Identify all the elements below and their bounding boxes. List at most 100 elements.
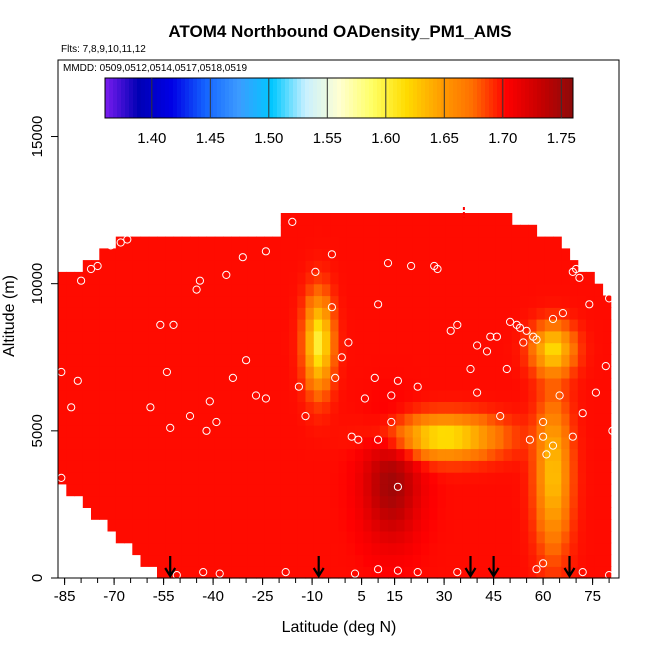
observation-point	[360, 394, 369, 403]
heatmap-cell	[322, 342, 331, 355]
heatmap-cell	[330, 283, 340, 297]
observation-point	[605, 294, 614, 303]
heatmap-cell	[181, 566, 191, 579]
heatmap-cell	[363, 460, 373, 473]
heatmap-cell	[247, 401, 257, 414]
heatmap-cell	[404, 530, 414, 544]
heatmap-cell	[487, 448, 496, 461]
heatmap-cell	[421, 342, 430, 355]
heatmap-cell	[272, 460, 282, 473]
heatmap-cell	[520, 507, 529, 520]
heatmap-cell	[421, 472, 430, 485]
heatmap-cell	[363, 495, 373, 508]
observation-point	[327, 303, 336, 312]
heatmap-cell	[577, 413, 587, 426]
heatmap-cell	[115, 354, 125, 367]
heatmap-cell	[355, 224, 364, 238]
heatmap-cell	[462, 236, 472, 249]
heatmap-cell	[289, 495, 298, 508]
heatmap-cell	[355, 319, 364, 332]
heatmap-cell	[355, 342, 364, 355]
heatmap-cell	[388, 224, 397, 238]
heatmap-cell	[190, 236, 199, 249]
heatmap-cell	[577, 530, 587, 544]
heatmap-cell	[124, 483, 133, 497]
heatmap-cell	[74, 366, 84, 379]
heatmap-cell	[355, 472, 364, 485]
heatmap-cell	[330, 566, 340, 579]
heatmap-cell	[445, 448, 455, 461]
heatmap-cell	[363, 295, 373, 308]
heatmap-cell	[371, 354, 381, 367]
heatmap-cell	[553, 566, 562, 579]
heatmap-cell	[140, 401, 150, 414]
heatmap-cell	[404, 460, 414, 473]
heatmap-cell	[91, 448, 100, 461]
heatmap-cell	[454, 271, 463, 285]
heatmap-cell	[404, 271, 414, 285]
heatmap-cell	[140, 377, 150, 391]
heatmap-cell	[462, 271, 472, 285]
heatmap-cell	[454, 448, 463, 461]
heatmap-cell	[528, 472, 538, 485]
observation-point	[195, 276, 204, 285]
heatmap-cell	[511, 319, 521, 332]
heatmap-cell	[231, 460, 241, 473]
heatmap-cell	[412, 542, 422, 556]
heatmap-cell	[561, 495, 571, 508]
heatmap-cell	[445, 271, 455, 285]
colorbar-swatch	[541, 78, 546, 118]
heatmap-cell	[231, 425, 241, 438]
heatmap-cell	[520, 342, 529, 355]
heatmap-cell	[404, 354, 414, 367]
heatmap-cell	[478, 460, 488, 473]
heatmap-cell	[206, 354, 216, 367]
heatmap-cell	[165, 507, 175, 520]
heatmap-cell	[520, 554, 529, 567]
heatmap-cell	[181, 483, 191, 497]
heatmap-cell	[66, 413, 76, 426]
colorbar-swatch	[129, 78, 134, 118]
heatmap-cell	[445, 460, 455, 473]
heatmap-cell	[487, 283, 496, 297]
heatmap-cell	[355, 401, 364, 414]
heatmap-cell	[272, 495, 282, 508]
heatmap-cell	[198, 530, 208, 544]
heatmap-cell	[371, 307, 381, 320]
heatmap-cell	[231, 283, 241, 297]
heatmap-cell	[404, 377, 414, 391]
heatmap-cell	[289, 542, 298, 556]
heatmap-cell	[503, 542, 513, 556]
heatmap-cell	[346, 342, 356, 355]
heatmap-cell	[91, 354, 100, 367]
heatmap-cell	[322, 224, 331, 238]
heatmap-cell	[470, 366, 480, 379]
heatmap-cell	[346, 507, 356, 520]
heatmap-cell	[181, 519, 191, 532]
heatmap-cell	[511, 354, 521, 367]
heatmap-cell	[280, 330, 290, 344]
heatmap-cell	[462, 507, 472, 520]
heatmap-cell	[132, 330, 142, 344]
chart-title: ATOM4 Northbound OADensity_PM1_AMS	[168, 22, 511, 41]
heatmap-cell	[511, 248, 521, 261]
heatmap-cell	[520, 436, 529, 450]
heatmap-cell	[388, 483, 397, 497]
heatmap-cell	[289, 507, 298, 520]
heatmap-cell	[322, 401, 331, 414]
y-tick-label: 0	[29, 574, 46, 582]
heatmap-cell	[247, 566, 257, 579]
heatmap-cell	[256, 330, 265, 344]
heatmap-cell	[577, 425, 587, 438]
heatmap-cell	[206, 366, 216, 379]
heatmap-cell	[503, 213, 513, 226]
heatmap-cell	[503, 483, 513, 497]
heatmap-cell	[124, 436, 133, 450]
heatmap-cell	[528, 554, 538, 567]
heatmap-cell	[396, 295, 406, 308]
observation-point	[522, 326, 531, 335]
heatmap-cell	[239, 401, 249, 414]
observation-point	[486, 332, 495, 341]
heatmap-cell	[544, 330, 554, 344]
colorbar-swatch	[221, 78, 226, 118]
